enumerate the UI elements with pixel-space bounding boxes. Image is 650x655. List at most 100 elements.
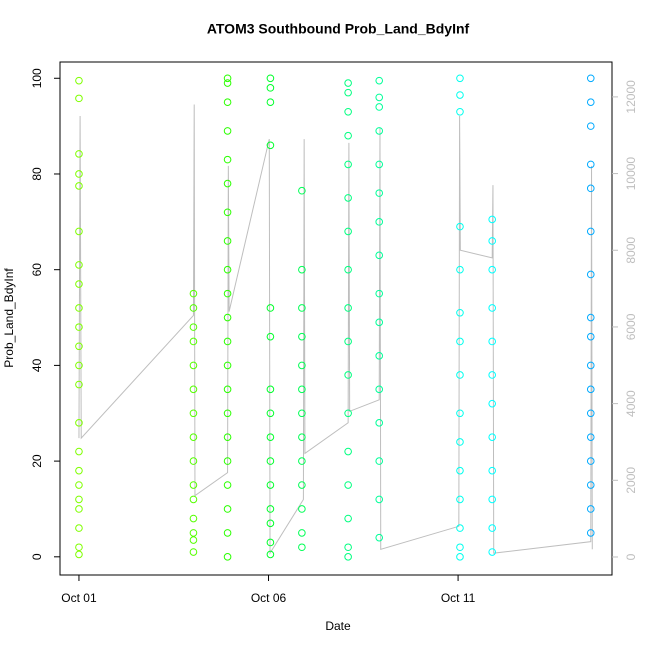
point — [344, 481, 352, 489]
point — [223, 313, 232, 322]
point — [488, 466, 496, 475]
point — [586, 457, 595, 465]
point — [456, 265, 464, 274]
x-tick-label: Oct 11 — [441, 591, 476, 605]
point — [344, 160, 352, 169]
point — [223, 127, 232, 135]
point — [189, 457, 198, 465]
point — [456, 495, 464, 504]
point — [223, 237, 232, 245]
point — [298, 481, 306, 489]
point — [298, 186, 306, 195]
y-tick-label: 60 — [30, 263, 44, 277]
point — [488, 524, 496, 532]
point — [75, 524, 83, 532]
point — [344, 194, 352, 202]
point — [189, 337, 198, 346]
y2-tick-label: 10000 — [624, 157, 638, 191]
point — [488, 399, 496, 408]
y2-tick-label: 8000 — [624, 237, 638, 264]
point — [75, 304, 83, 312]
point — [375, 76, 384, 85]
point — [375, 385, 384, 394]
point — [375, 495, 384, 504]
point — [223, 79, 232, 87]
y-tick-label: 0 — [30, 553, 44, 560]
point — [75, 342, 83, 351]
point — [586, 505, 595, 513]
point — [75, 182, 83, 190]
point — [586, 313, 595, 322]
y2-tick-label: 4000 — [624, 390, 638, 417]
point — [456, 466, 464, 475]
point — [344, 304, 352, 312]
point — [344, 543, 352, 552]
point — [223, 337, 232, 346]
x-axis-label: Date — [325, 619, 351, 633]
point — [189, 536, 198, 544]
point — [298, 385, 306, 394]
point — [456, 543, 464, 552]
point — [488, 265, 496, 274]
point — [223, 74, 232, 83]
point — [344, 409, 352, 418]
point — [223, 265, 232, 274]
point — [456, 371, 464, 379]
point — [344, 107, 352, 116]
y2-tick-label: 6000 — [624, 313, 638, 340]
y-tick-label: 20 — [30, 454, 44, 468]
line — [78, 104, 593, 555]
point — [75, 280, 83, 288]
point — [344, 514, 352, 523]
point — [75, 466, 83, 475]
y2-tick-label: 12000 — [624, 80, 638, 114]
point — [375, 218, 384, 226]
point — [298, 433, 306, 441]
point — [266, 141, 275, 150]
point — [266, 332, 275, 341]
point — [223, 155, 232, 164]
y2-tick-label: 2000 — [624, 467, 638, 494]
point — [298, 409, 306, 418]
point — [75, 419, 83, 427]
point — [223, 529, 232, 537]
point — [223, 553, 232, 561]
point — [266, 84, 275, 92]
point — [75, 94, 83, 103]
point — [586, 332, 595, 341]
point — [298, 529, 306, 537]
point — [266, 433, 275, 441]
point — [75, 170, 83, 178]
point — [75, 76, 83, 85]
point — [375, 289, 384, 298]
point — [488, 304, 496, 312]
point — [344, 131, 352, 140]
point — [189, 409, 198, 418]
point — [456, 337, 464, 346]
point — [488, 548, 496, 556]
point — [75, 150, 83, 158]
point — [344, 227, 352, 236]
point — [75, 495, 83, 504]
point — [266, 519, 275, 528]
point — [456, 553, 464, 561]
point — [189, 548, 198, 556]
chart-title: ATOM3 Southbound Prob_Land_BdyInf — [207, 21, 470, 37]
point — [223, 179, 232, 188]
point — [298, 304, 306, 312]
point — [266, 538, 275, 547]
point — [586, 184, 595, 193]
point — [298, 457, 306, 465]
point — [375, 160, 384, 169]
point — [266, 74, 275, 83]
point — [266, 98, 275, 106]
point — [586, 481, 595, 489]
point — [75, 447, 83, 456]
point — [344, 371, 352, 379]
point — [456, 438, 464, 446]
point — [456, 308, 464, 317]
point — [75, 323, 83, 331]
point — [344, 447, 352, 456]
point — [375, 352, 384, 360]
